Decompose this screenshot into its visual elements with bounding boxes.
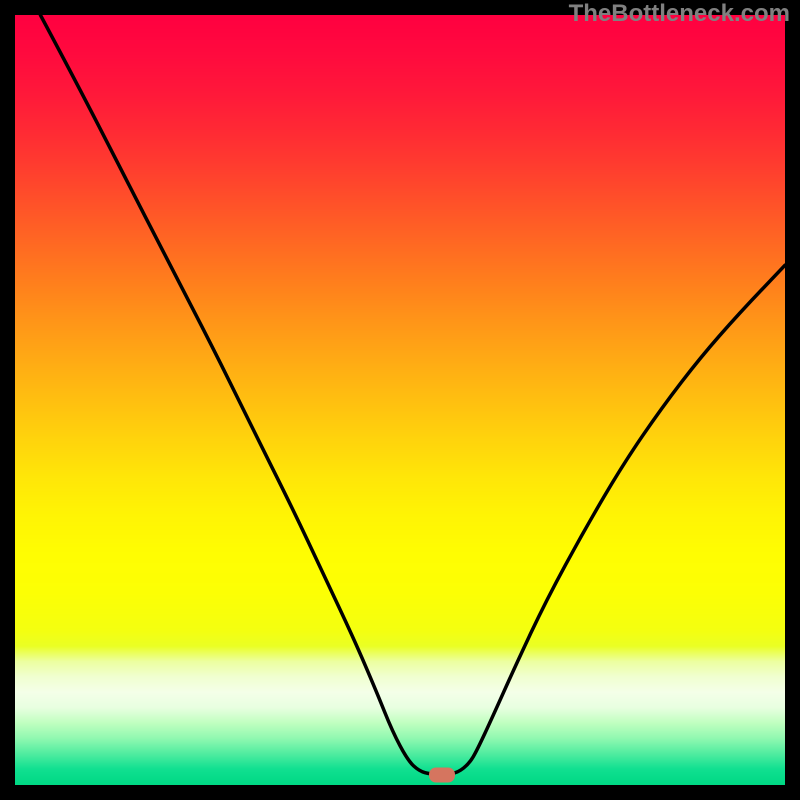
watermark-text: TheBottleneck.com [569,0,790,28]
chart-container: TheBottleneck.com [0,0,800,800]
plot-area [15,15,785,785]
bottleneck-marker [15,15,785,785]
bottleneck-marker-pill [429,767,455,782]
